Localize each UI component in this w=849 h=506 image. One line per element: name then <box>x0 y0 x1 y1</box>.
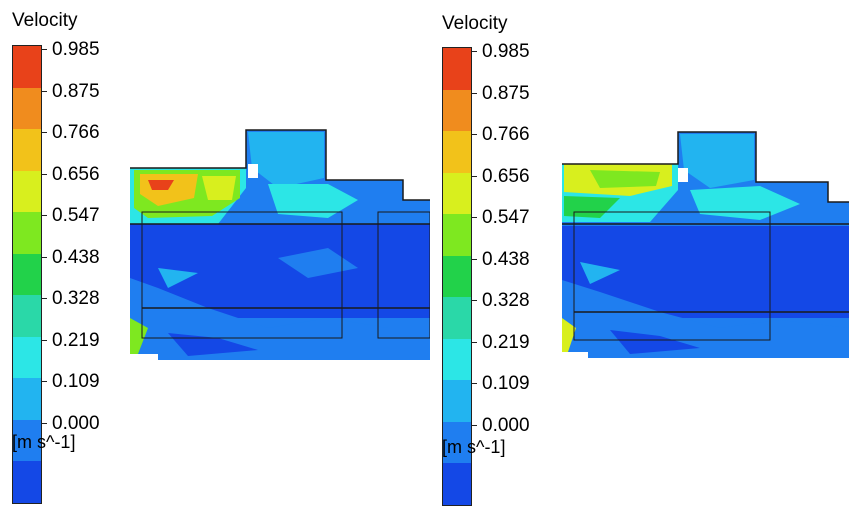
region-mid-streak <box>580 262 620 284</box>
colorbar-tick-label: 0.985 <box>482 41 530 63</box>
inner-boundary <box>141 211 343 339</box>
colorbar-swatch <box>13 295 41 337</box>
colorbar-tick-mark <box>42 422 47 424</box>
colorbar-tick-mark <box>472 92 477 94</box>
colorbar-tick-mark <box>472 134 477 136</box>
left-velocity-plot: Velocity 0.985 0.875 0.766 0.656 0.547 0.438 0… <box>0 0 430 504</box>
colorbar-swatch <box>443 463 471 505</box>
legend-title: Velocity <box>12 10 78 31</box>
colorbar-tick-mark <box>42 49 47 51</box>
right-velocity-plot: Velocity 0.985 0.875 0.766 0.656 0.547 0.438 0… <box>430 0 849 506</box>
region-low-streak <box>610 330 700 354</box>
colorbar-swatch <box>13 253 41 295</box>
colorbar-tick-mark <box>472 383 477 385</box>
domain-outline <box>562 131 849 203</box>
colorbar-tick-label: 0.109 <box>482 373 530 395</box>
colorbar-swatch <box>443 172 471 214</box>
colorbar-swatch <box>443 338 471 380</box>
region-lime <box>590 170 660 188</box>
colorbar-tick-mark <box>472 300 477 302</box>
region-mid-streak <box>158 268 198 288</box>
colorbar-tick-mark <box>472 175 477 177</box>
colorbar-tick-mark <box>42 173 47 175</box>
velocity-contour-left <box>130 129 430 360</box>
region-low-streak <box>168 333 258 356</box>
domain-outline <box>130 129 430 201</box>
colorbar-tick-label: 0.547 <box>482 207 530 229</box>
colorbar-swatch <box>443 380 471 422</box>
colorbar-swatch <box>13 87 41 129</box>
colorbar-swatch <box>443 214 471 256</box>
region-mid-high-2 <box>268 184 358 218</box>
obstacle-block <box>678 168 688 182</box>
colorbar-swatch <box>13 170 41 212</box>
colorbar-swatch <box>13 336 41 378</box>
colorbar-tick-label: 0.438 <box>482 248 530 270</box>
colorbar-tick-mark <box>42 256 47 258</box>
colorbar-tick-mark <box>42 381 47 383</box>
colorbar-swatch <box>443 48 471 90</box>
colorbar-swatch <box>443 255 471 297</box>
colorbar-tick-label: 0.547 <box>52 205 100 227</box>
velocity-contour-right <box>562 131 849 358</box>
colorbar-tick-label: 0.109 <box>52 371 100 393</box>
colorbar-tick-label: 0.875 <box>482 82 530 104</box>
region-yellow-corner <box>562 318 576 352</box>
colorbar-swatch <box>13 419 41 461</box>
colorbar-tick-mark <box>472 424 477 426</box>
inner-boundary <box>377 211 430 339</box>
colorbar-tick-label: 0.328 <box>52 288 100 310</box>
colorbar-tick-mark <box>42 90 47 92</box>
colorbar-swatch <box>13 129 41 171</box>
legend-unit: [m s^-1] <box>442 437 506 457</box>
colorbar-tick-label: 0.985 <box>52 39 100 61</box>
colorbar-tick-label: 0.000 <box>52 412 100 434</box>
region-low-mid-streak <box>278 248 358 278</box>
region-red <box>148 180 174 190</box>
colorbar-tick-label: 0.438 <box>52 246 100 268</box>
colorbar-tick-label: 0.766 <box>482 124 530 146</box>
colorbar-swatch <box>443 421 471 463</box>
colorbar-tick-mark <box>42 132 47 134</box>
region-yellow <box>202 176 236 200</box>
colorbar-tick-mark <box>472 51 477 53</box>
colorbar-tick-mark <box>42 298 47 300</box>
colorbar-tick-label: 0.875 <box>52 80 100 102</box>
region-mid <box>680 134 754 188</box>
velocity-colorbar <box>12 45 42 504</box>
legend-title: Velocity <box>442 13 508 34</box>
colorbar-swatch <box>443 297 471 339</box>
obstacle-block <box>248 164 258 178</box>
colorbar-swatch <box>443 89 471 131</box>
colorbar-swatch <box>13 461 41 503</box>
colorbar-swatch <box>443 131 471 173</box>
colorbar-tick-label: 0.219 <box>482 331 530 353</box>
inner-boundary <box>573 211 771 341</box>
colorbar-tick-label: 0.766 <box>52 122 100 144</box>
colorbar-swatch <box>13 212 41 254</box>
colorbar-tick-mark <box>472 217 477 219</box>
colorbar-swatch <box>13 378 41 420</box>
colorbar-tick-label: 0.000 <box>482 414 530 436</box>
velocity-colorbar <box>442 47 472 506</box>
region-lime-corner <box>130 318 148 354</box>
colorbar-tick-label: 0.656 <box>52 163 100 185</box>
colorbar-tick-mark <box>42 339 47 341</box>
colorbar-tick-label: 0.219 <box>52 329 100 351</box>
colorbar-tick-mark <box>472 258 477 260</box>
colorbar-tick-mark <box>42 215 47 217</box>
colorbar-tick-label: 0.328 <box>482 290 530 312</box>
legend-unit: [m s^-1] <box>12 432 76 452</box>
colorbar-tick-mark <box>472 341 477 343</box>
colorbar-swatch <box>13 46 41 88</box>
colorbar-tick-label: 0.656 <box>482 165 530 187</box>
region-mid <box>248 132 324 188</box>
